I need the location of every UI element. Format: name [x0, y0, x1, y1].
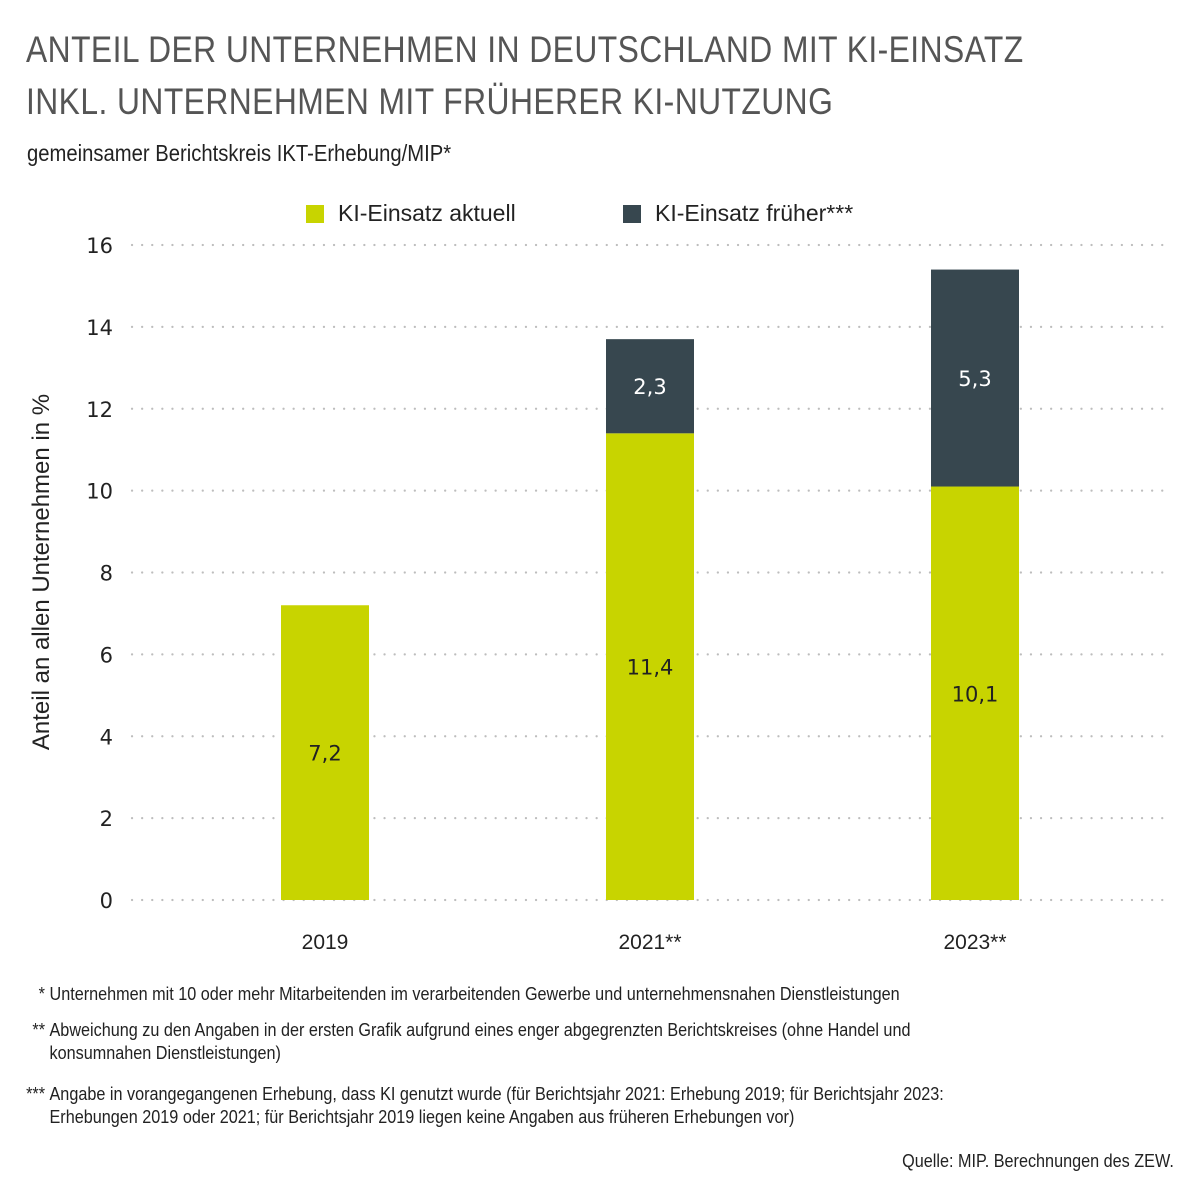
y-axis-ticks: 0 2 4 6 8 10 12 14 16 — [86, 234, 113, 913]
data-label-former: 5,3 — [958, 367, 991, 391]
footnote-mark: * — [38, 984, 45, 1004]
y-axis-label: Anteil an allen Unternehmen in % — [28, 394, 55, 750]
chart-subtitle: gemeinsamer Berichtskreis IKT-Erhebung/M… — [27, 140, 452, 166]
x-tick-label: 2019 — [302, 931, 349, 954]
legend-label-current: KI-Einsatz aktuell — [338, 200, 516, 226]
legend-swatch-current — [306, 204, 324, 223]
footnote-mark: ** — [32, 1020, 45, 1040]
chart-title: ANTEIL DER UNTERNEHMEN IN DEUTSCHLAND MI… — [26, 24, 1024, 128]
bar-segment-current — [606, 433, 694, 900]
x-axis-ticks: 2019 2021** 2023** — [302, 931, 1007, 954]
data-label-current: 11,4 — [627, 656, 674, 680]
data-label-current: 10,1 — [952, 682, 999, 706]
y-tick-label: 4 — [100, 725, 113, 749]
legend-swatch-former — [623, 204, 641, 223]
bars: 7,2 11,4 2,3 10,1 5,3 — [281, 269, 1019, 900]
x-tick-label: 2023** — [943, 931, 1006, 954]
bar-segment-current — [281, 605, 369, 900]
y-tick-label: 8 — [100, 562, 113, 586]
footnote: * Unternehmen mit 10 oder mehr Mitarbeite… — [0, 983, 900, 1006]
footnote-mark: *** — [26, 1084, 45, 1104]
legend-label-former: KI-Einsatz früher*** — [655, 200, 854, 226]
legend-item-former: KI-Einsatz früher*** — [623, 200, 853, 227]
bar-segment-former — [931, 269, 1019, 487]
x-tick-label: 2021** — [618, 931, 681, 954]
y-tick-label: 12 — [86, 398, 113, 422]
chart-title-line-2: INKL. UNTERNEHMEN MIT FRÜHERER KI-NUTZUN… — [26, 81, 834, 122]
y-tick-label: 10 — [86, 480, 113, 504]
footnote-text: Unternehmen mit 10 oder mehr Mitarbeiten… — [49, 984, 900, 1004]
data-label-former: 2,3 — [633, 375, 666, 399]
footnote-text: Angabe in vorangegangenen Erhebung, dass… — [49, 1084, 944, 1127]
y-tick-label: 0 — [100, 889, 113, 913]
legend-item-current: KI-Einsatz aktuell — [306, 200, 516, 227]
bar-segment-former — [606, 339, 694, 434]
bar-segment-current — [931, 486, 1019, 900]
chart-title-line-1: ANTEIL DER UNTERNEHMEN IN DEUTSCHLAND MI… — [26, 29, 1024, 70]
bar-chart: 0 2 4 6 8 10 12 14 16 Anteil an allen Unternehme… — [28, 234, 1172, 954]
y-tick-label: 6 — [100, 643, 113, 667]
source-note: Quelle: MIP. Berechnungen des ZEW. — [902, 1151, 1174, 1171]
footnote: ** Abweichung zu den Angaben in der erste… — [0, 1019, 910, 1065]
footnote: *** Angabe in vorangegangenen Erhebung, d… — [0, 1083, 944, 1129]
footnote-text: Abweichung zu den Angaben in der ersten … — [49, 1020, 911, 1063]
legend: KI-Einsatz aktuell KI-Einsatz früher*** — [0, 200, 1200, 230]
y-tick-label: 14 — [86, 316, 113, 340]
data-label-current: 7,2 — [308, 742, 341, 766]
y-tick-label: 16 — [86, 234, 113, 258]
y-tick-label: 2 — [100, 807, 113, 831]
